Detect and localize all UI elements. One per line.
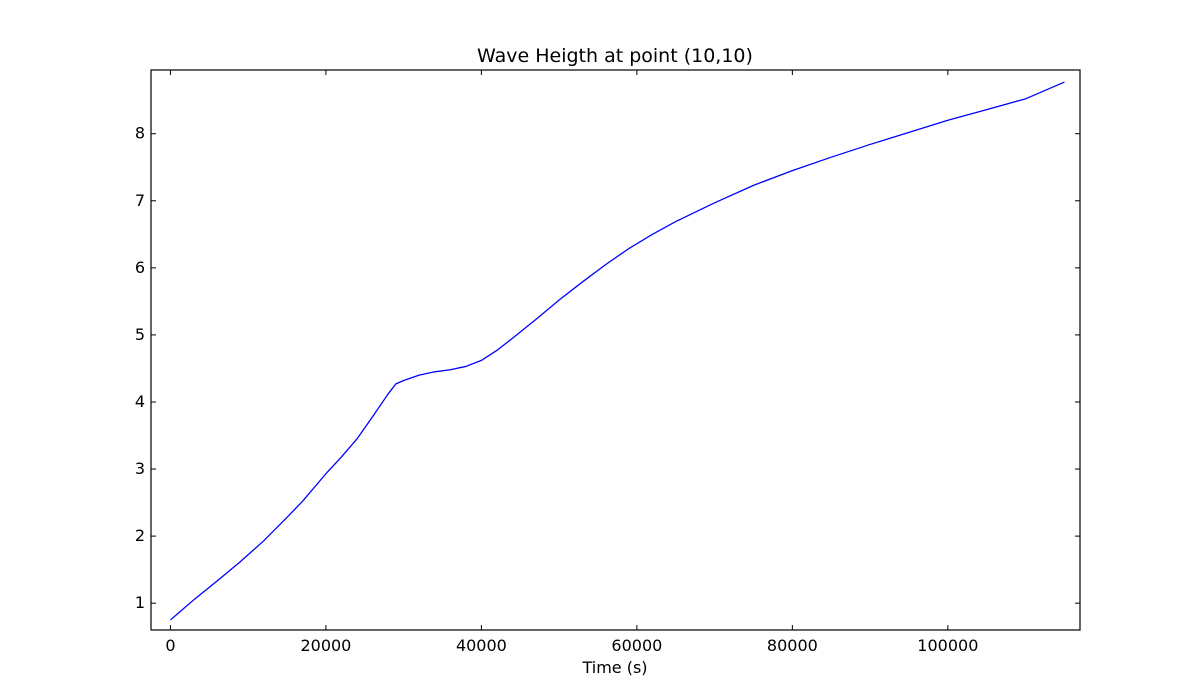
x-tick-label: 20000 <box>300 636 351 655</box>
series-line-0 <box>170 81 1065 621</box>
y-tick-label: 4 <box>135 392 145 411</box>
y-tick-label: 8 <box>135 124 145 143</box>
y-tick-label: 1 <box>135 593 145 612</box>
x-tick-label: 0 <box>165 636 175 655</box>
x-tick-label: 100000 <box>917 636 978 655</box>
y-tick-label: 2 <box>135 526 145 545</box>
chart-title: Wave Heigth at point (10,10) <box>477 45 753 67</box>
plot-frame <box>150 69 1081 631</box>
y-tick-label: 5 <box>135 325 145 344</box>
y-tick-label: 6 <box>135 258 145 277</box>
x-axis-label: Time (s) <box>581 658 647 677</box>
y-tick-label: 3 <box>135 459 145 478</box>
x-tick-label: 60000 <box>611 636 662 655</box>
plot-area: 0 20000 40000 60000 80000 100000 1 2 3 4 5 6 7 8 <box>135 69 1081 655</box>
x-tick-label: 80000 <box>767 636 818 655</box>
y-tick-label: 7 <box>135 191 145 210</box>
x-tick-label: 40000 <box>456 636 507 655</box>
